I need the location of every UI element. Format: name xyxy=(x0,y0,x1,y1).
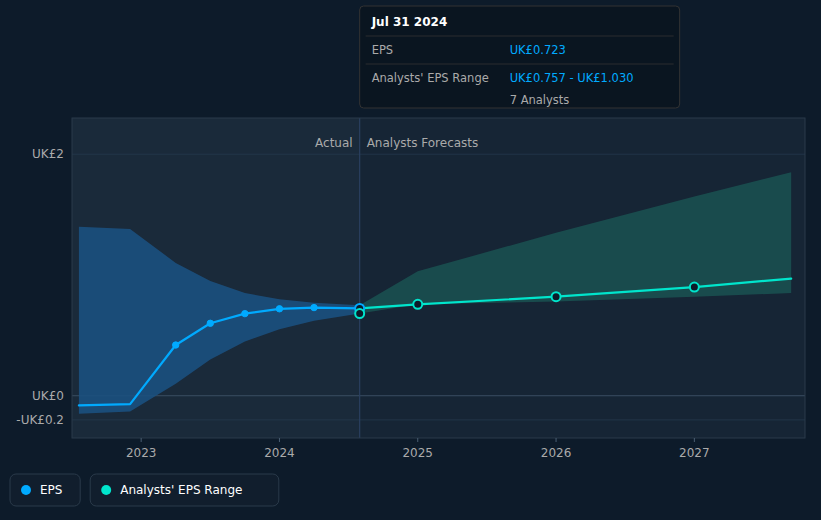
y-tick-label: UK£2 xyxy=(32,147,64,161)
x-tick xyxy=(141,438,142,442)
grid-line xyxy=(72,419,805,420)
legend-label: Analysts' EPS Range xyxy=(120,483,242,497)
x-tick xyxy=(694,438,695,442)
legend-button[interactable] xyxy=(90,474,279,506)
legend-item[interactable]: Analysts' EPS Range xyxy=(90,474,279,506)
chart: 2023 2024 2025 2026 2027 -UK£0.2 UK£0 UK£2 Actua… xyxy=(0,0,821,520)
tooltip-title: Jul 31 2024 xyxy=(371,15,448,29)
region xyxy=(72,118,360,438)
grid-line xyxy=(72,395,805,396)
eps-point xyxy=(355,309,364,318)
x-tick-label: 2023 xyxy=(126,446,157,460)
tooltip: Jul 31 2024 EPS UK£0.723 Analysts' EPS Rang… xyxy=(360,6,680,108)
y-tick-label: -UK£0.2 xyxy=(16,413,64,427)
tooltip-value: UK£0.757 - UK£1.030 xyxy=(510,71,634,85)
eps-point xyxy=(690,283,699,292)
region-boundary xyxy=(359,118,360,438)
region xyxy=(360,118,805,438)
tooltip-note: 7 Analysts xyxy=(510,93,570,107)
legend: EPS Analysts' EPS Range xyxy=(10,474,279,506)
eps-point xyxy=(173,342,179,348)
x-tick-label: 2026 xyxy=(541,446,572,460)
legend-swatch xyxy=(21,485,31,495)
legend-item[interactable]: EPS xyxy=(10,474,80,506)
points xyxy=(173,283,699,349)
lines xyxy=(79,279,791,406)
eps-point xyxy=(413,300,422,309)
data xyxy=(79,172,791,414)
tooltip-divider xyxy=(366,64,674,65)
tooltip-label: Analysts' EPS Range xyxy=(372,71,489,85)
region-label: Actual xyxy=(315,136,353,150)
x-tick xyxy=(417,438,418,442)
regions xyxy=(72,118,805,438)
grid-line xyxy=(72,154,805,155)
eps-point xyxy=(242,310,248,316)
eps-point xyxy=(552,292,561,301)
eps-point xyxy=(207,320,213,326)
plot-frame xyxy=(72,118,805,438)
region-label: Analysts Forecasts xyxy=(367,136,479,150)
legend-button[interactable] xyxy=(10,474,80,506)
legend-label: EPS xyxy=(40,483,62,497)
eps-range-band xyxy=(360,172,792,313)
tooltip-label: EPS xyxy=(372,43,394,57)
bands xyxy=(79,172,791,414)
eps-range-band xyxy=(79,227,360,414)
x-tick xyxy=(279,438,280,442)
tooltip-divider xyxy=(366,36,674,37)
legend-swatch xyxy=(101,485,111,495)
x-tick-label: 2025 xyxy=(402,446,433,460)
tooltip-value: UK£0.723 xyxy=(510,43,566,57)
x-tick xyxy=(556,438,557,442)
axes: 2023 2024 2025 2026 2027 -UK£0.2 UK£0 UK£2 xyxy=(16,147,709,460)
x-tick-label: 2024 xyxy=(264,446,295,460)
y-tick-label: UK£0 xyxy=(32,389,64,403)
tooltip-box xyxy=(360,6,680,108)
eps-point xyxy=(276,306,282,312)
grid xyxy=(72,154,805,420)
x-tick-label: 2027 xyxy=(679,446,710,460)
eps-line xyxy=(79,308,360,406)
eps-line xyxy=(360,279,792,309)
eps-point xyxy=(311,304,317,310)
